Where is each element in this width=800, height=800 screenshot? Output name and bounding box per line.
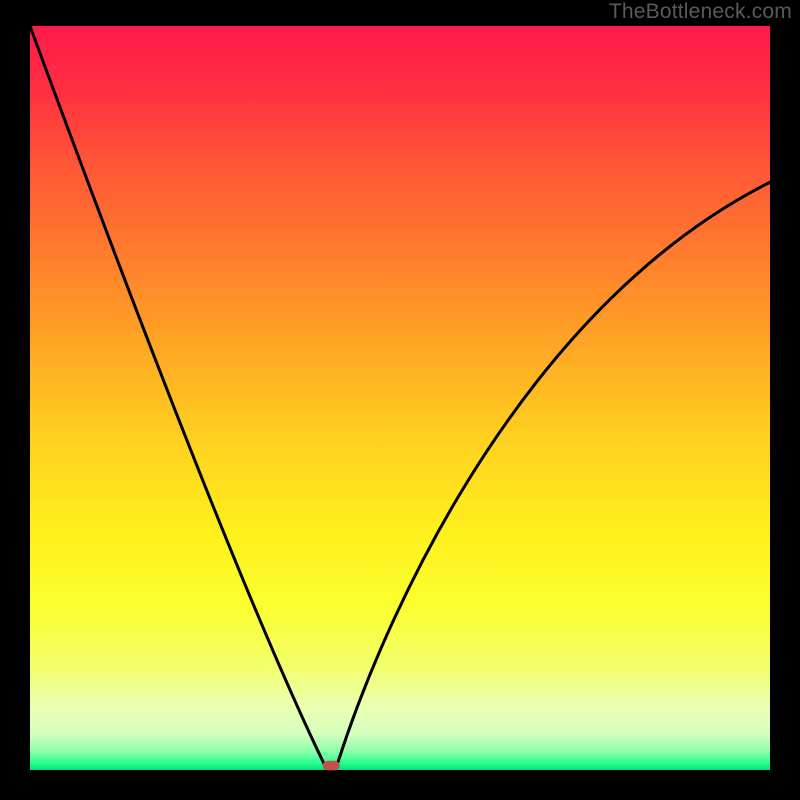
watermark-text: TheBottleneck.com (609, 0, 792, 24)
plot-background (30, 26, 770, 770)
minimum-marker (323, 761, 340, 771)
chart-stage: TheBottleneck.com (0, 0, 800, 800)
bottleneck-chart (0, 0, 800, 800)
